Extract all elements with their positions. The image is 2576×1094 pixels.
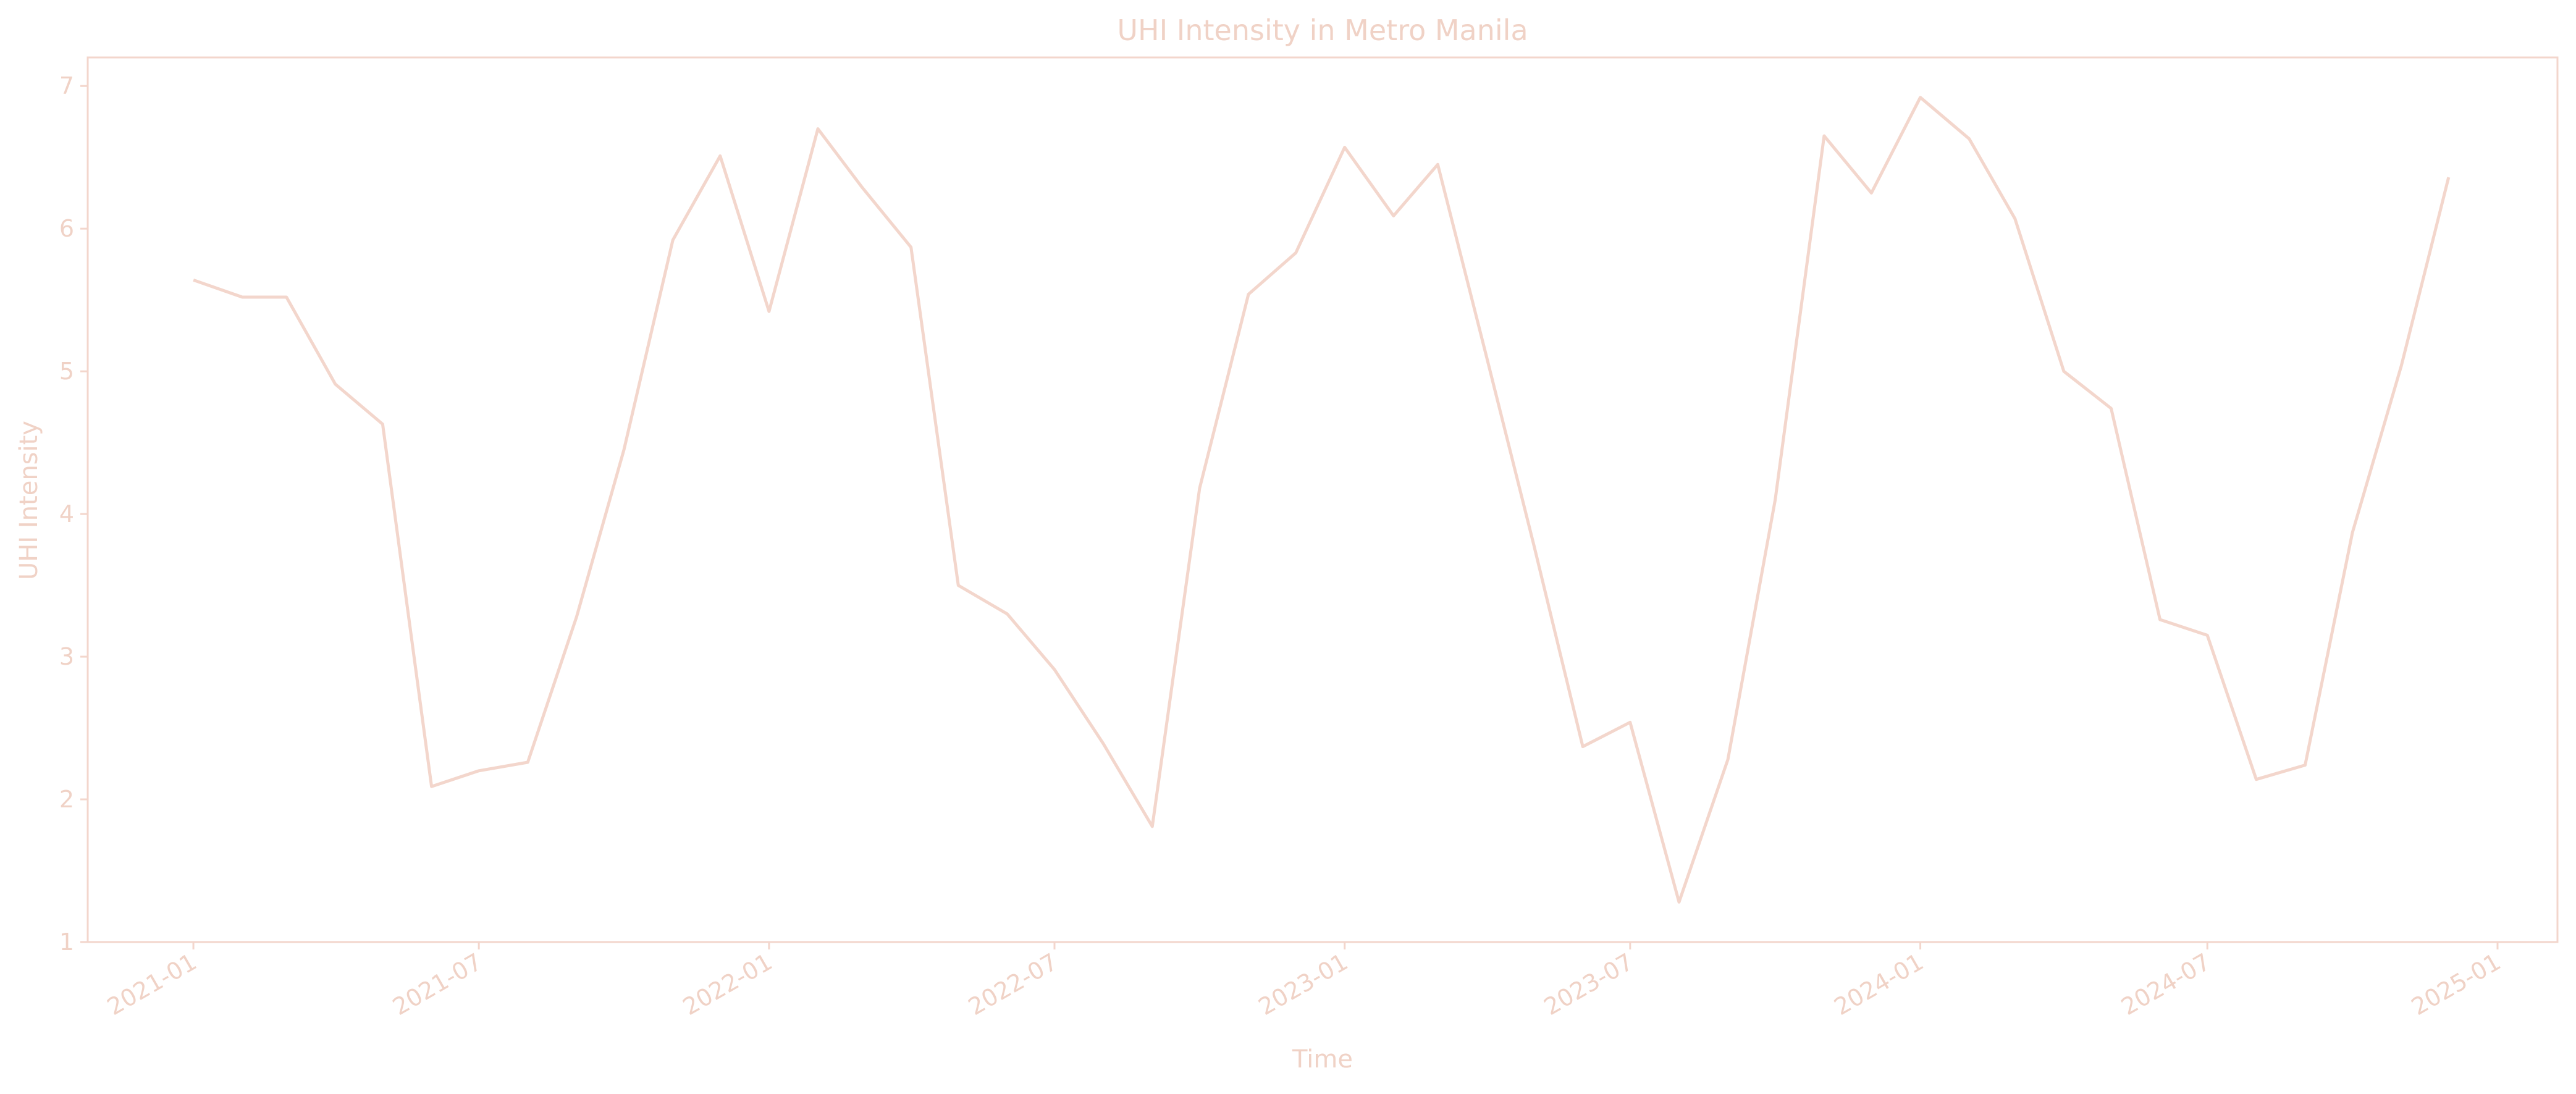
- y-tick-label: 7: [59, 72, 74, 99]
- y-axis-label: UHI Intensity: [15, 421, 43, 580]
- y-tick-label: 5: [59, 358, 74, 385]
- x-axis-label: Time: [1292, 1045, 1353, 1074]
- y-tick-label: 1: [59, 928, 74, 956]
- x-tick-label: 2025-01: [2407, 948, 2506, 1020]
- y-tick-label: 4: [59, 500, 74, 528]
- x-tick-label: 2023-01: [1254, 948, 1353, 1020]
- x-tick-label: 2021-01: [103, 948, 201, 1020]
- x-tick-label: 2024-07: [2116, 948, 2215, 1020]
- y-tick-label: 6: [59, 215, 74, 242]
- x-tick-label: 2021-07: [388, 948, 487, 1020]
- y-tick-label: 3: [59, 643, 74, 670]
- x-tick-label: 2024-01: [1830, 948, 1929, 1020]
- y-tick-label: 2: [59, 786, 74, 813]
- y-axis: 1 2 3 4 5 6 7: [59, 72, 88, 956]
- x-tick-label: 2022-07: [964, 948, 1063, 1020]
- x-axis: 2021-01 2021-07 2022-01 2022-07 2023-01 2023-…: [103, 942, 2505, 1020]
- uhi-intensity-line: [193, 96, 2451, 904]
- chart-title: UHI Intensity in Metro Manila: [1117, 14, 1528, 47]
- x-tick-label: 2023-07: [1539, 948, 1638, 1020]
- plot-area-frame: [86, 56, 2559, 943]
- x-tick-label: 2022-01: [678, 948, 777, 1020]
